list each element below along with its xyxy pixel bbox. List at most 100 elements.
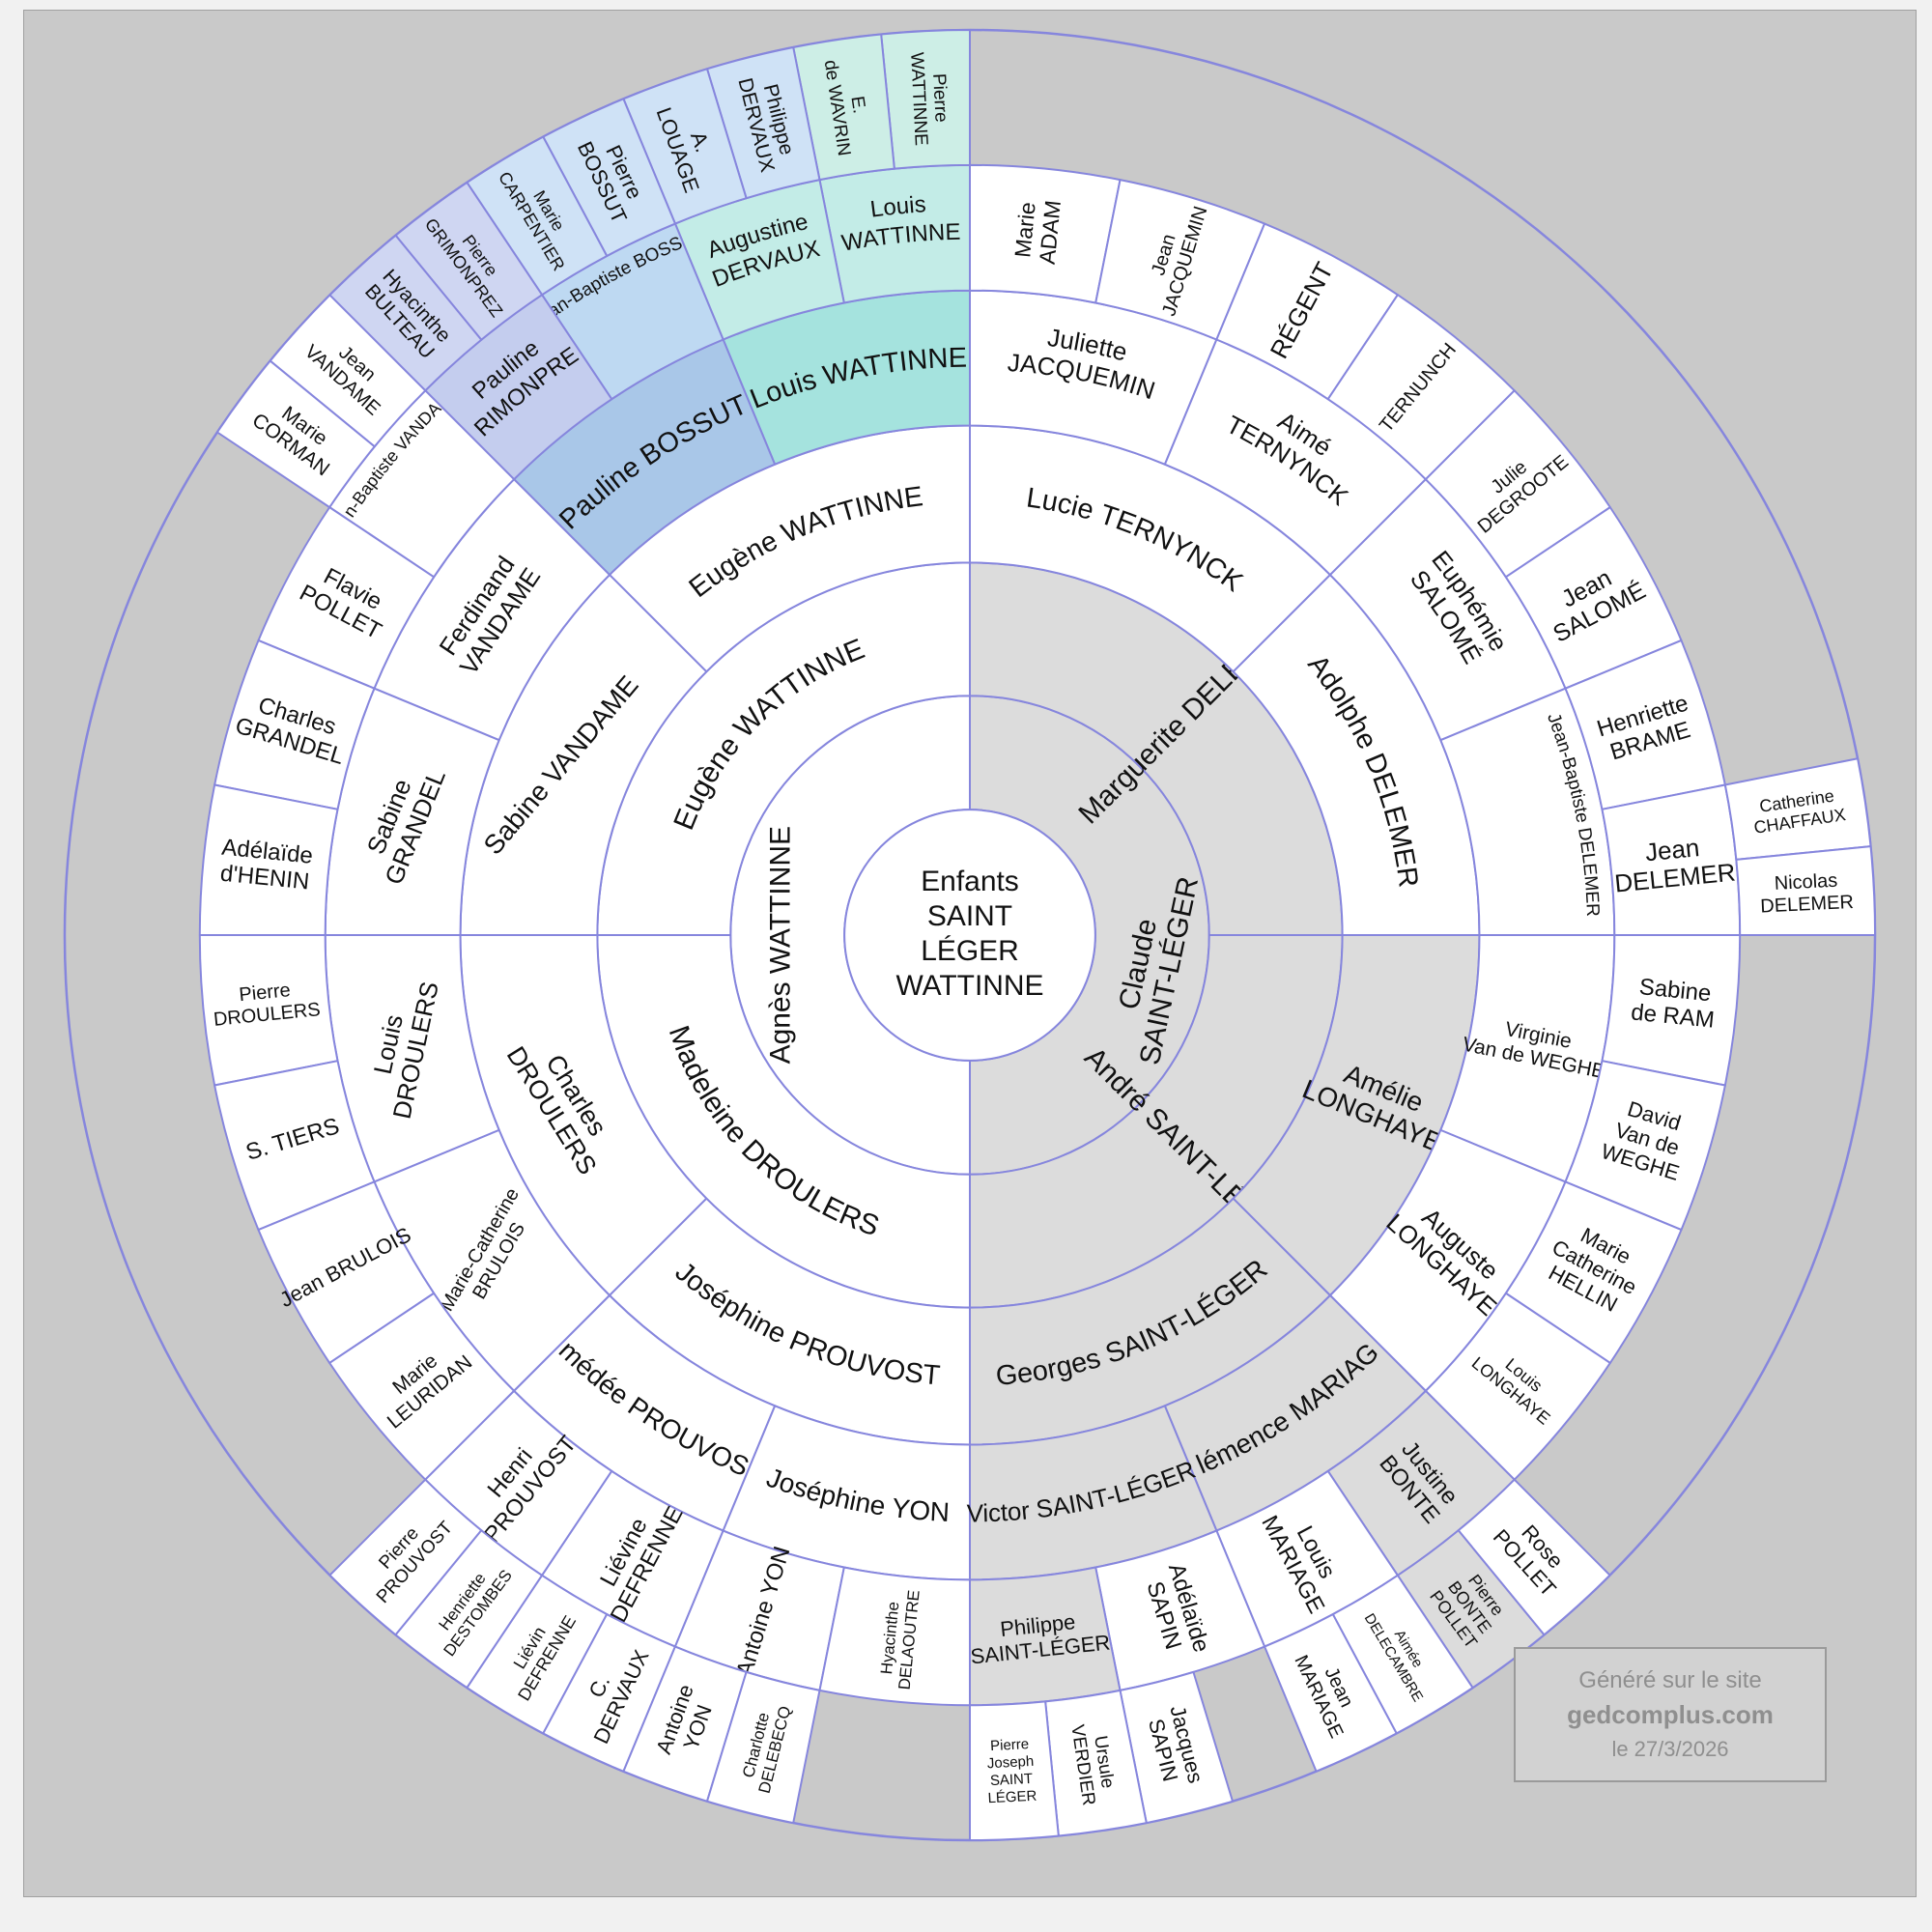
center-title-line: LÉGER [921, 935, 1019, 967]
segment-eugene-wattinne-r3: Eugène WATTINNE [609, 424, 971, 673]
segment-shape-jean-mariage-r6[interactable] [1264, 1613, 1398, 1773]
segment-shape-hyacinthe-bulteau-r6[interactable] [328, 234, 483, 392]
segment-shape-antoine-yon-r6[interactable] [622, 1645, 748, 1803]
segment-shape-flavie-pollet-r5[interactable] [257, 506, 436, 690]
segment-shape-marie-carpentier-r6[interactable] [466, 135, 609, 297]
segment-label: Louis [868, 191, 926, 223]
segment-josephine-yon-r4: Joséphine YON [722, 1405, 971, 1581]
segment-shape-pierre-droulers-r5[interactable] [198, 934, 339, 1087]
segment-shape-charlotte-delebecq-r6[interactable] [705, 1670, 821, 1825]
fan-chart-canvas: Agnès WATTINNE Claude SAINT-LÉGER Eugène WA… [23, 10, 1917, 1897]
center-title-line: SAINT [927, 900, 1012, 932]
segment-shape-jean-vandame-r6[interactable] [269, 294, 427, 448]
center-circle[interactable] [843, 809, 1096, 1062]
segment-a-louage-r6: A.LOUAGE [622, 68, 748, 225]
segment-shape-pierre-prouvost-r6[interactable] [328, 1478, 483, 1636]
segment-victor-saint-leger-r4: Victor SAINT-LÉGER [967, 1405, 1218, 1581]
segment-shape-adelaide-d-henin-r5[interactable] [198, 783, 339, 937]
segment-shape-s-tiers-r5[interactable] [213, 1060, 376, 1232]
segment-shape-lievin-defrenne-r6[interactable] [466, 1574, 609, 1735]
credit-date: le 27/3/2026 [1611, 1737, 1729, 1762]
segment-label: Pierre [928, 73, 951, 124]
segment-marguerite-delemer-r2: Marguerite DELEMER [969, 561, 1344, 937]
center-title-line: Enfants [921, 866, 1019, 897]
segment-antoine-yon-r5: Antoine YON [673, 1529, 845, 1691]
segment-shape-pierre-wattinne-r6[interactable] [880, 28, 971, 170]
center-title-line: WATTINNE [895, 970, 1043, 1002]
segment-jean-brulois-r5: Jean BRULOIS [257, 1180, 436, 1364]
segment-label: Joseph [986, 1753, 1034, 1773]
segment-shape-pierre-bossut-r6[interactable] [542, 98, 676, 257]
credit-line-1: Généré sur le site [1578, 1666, 1762, 1693]
segment-shape-marie-leuridan-r5[interactable] [328, 1292, 516, 1481]
segment-shape-hyacinthe-delaoutre-r5[interactable] [818, 1566, 971, 1707]
segment-label: E. [846, 95, 868, 115]
segment-shape-e-de-wavrin-r6[interactable] [792, 33, 895, 182]
segment-label: LÉGER [987, 1788, 1037, 1807]
segment-label: Pierre [238, 980, 291, 1006]
segment-agnes-wattinne-r1: Agnès WATTINNE [729, 695, 971, 1176]
segment-label: Marie [1009, 201, 1040, 259]
segment-label: ADAM [1035, 199, 1065, 266]
credit-site-link[interactable]: gedcomplus.com [1567, 1700, 1774, 1730]
segment-label: Pierre [990, 1736, 1030, 1754]
segment-label: DELEMER [1760, 892, 1855, 918]
segment-label: Nicolas [1774, 870, 1837, 895]
segment-label: Jean [1644, 833, 1701, 867]
segment-shape-henriette-destombes-r6[interactable] [394, 1529, 544, 1690]
segment-shape-c-dervaux-r6[interactable] [542, 1613, 676, 1773]
segment-shape-marie-corman-r6[interactable] [215, 359, 376, 509]
segment-shape-charles-grandel-r5[interactable] [213, 639, 376, 810]
segment-regent-r5: RÉGENT [1215, 222, 1399, 401]
credit-box: Généré sur le site gedcomplus.com le 27/… [1514, 1646, 1827, 1782]
segment-shape-pierre-grimonprez-r6[interactable] [394, 181, 544, 341]
segment-shape-nicolas-delemer-r6[interactable] [1735, 845, 1877, 937]
segment-ternunch-r5: TERNUNCH [1326, 294, 1516, 481]
segment-shape-pierre-joseph-saint-leger-r6[interactable] [969, 1700, 1060, 1842]
segment-shape-jean-brulois-r5[interactable] [257, 1180, 436, 1364]
segment-shape-a-louage-r6[interactable] [622, 68, 748, 225]
segment-louis-wattinne-r4: Louis WATTINNE [722, 289, 971, 466]
segment-s-tiers-r5: S. TIERS [213, 1060, 376, 1232]
